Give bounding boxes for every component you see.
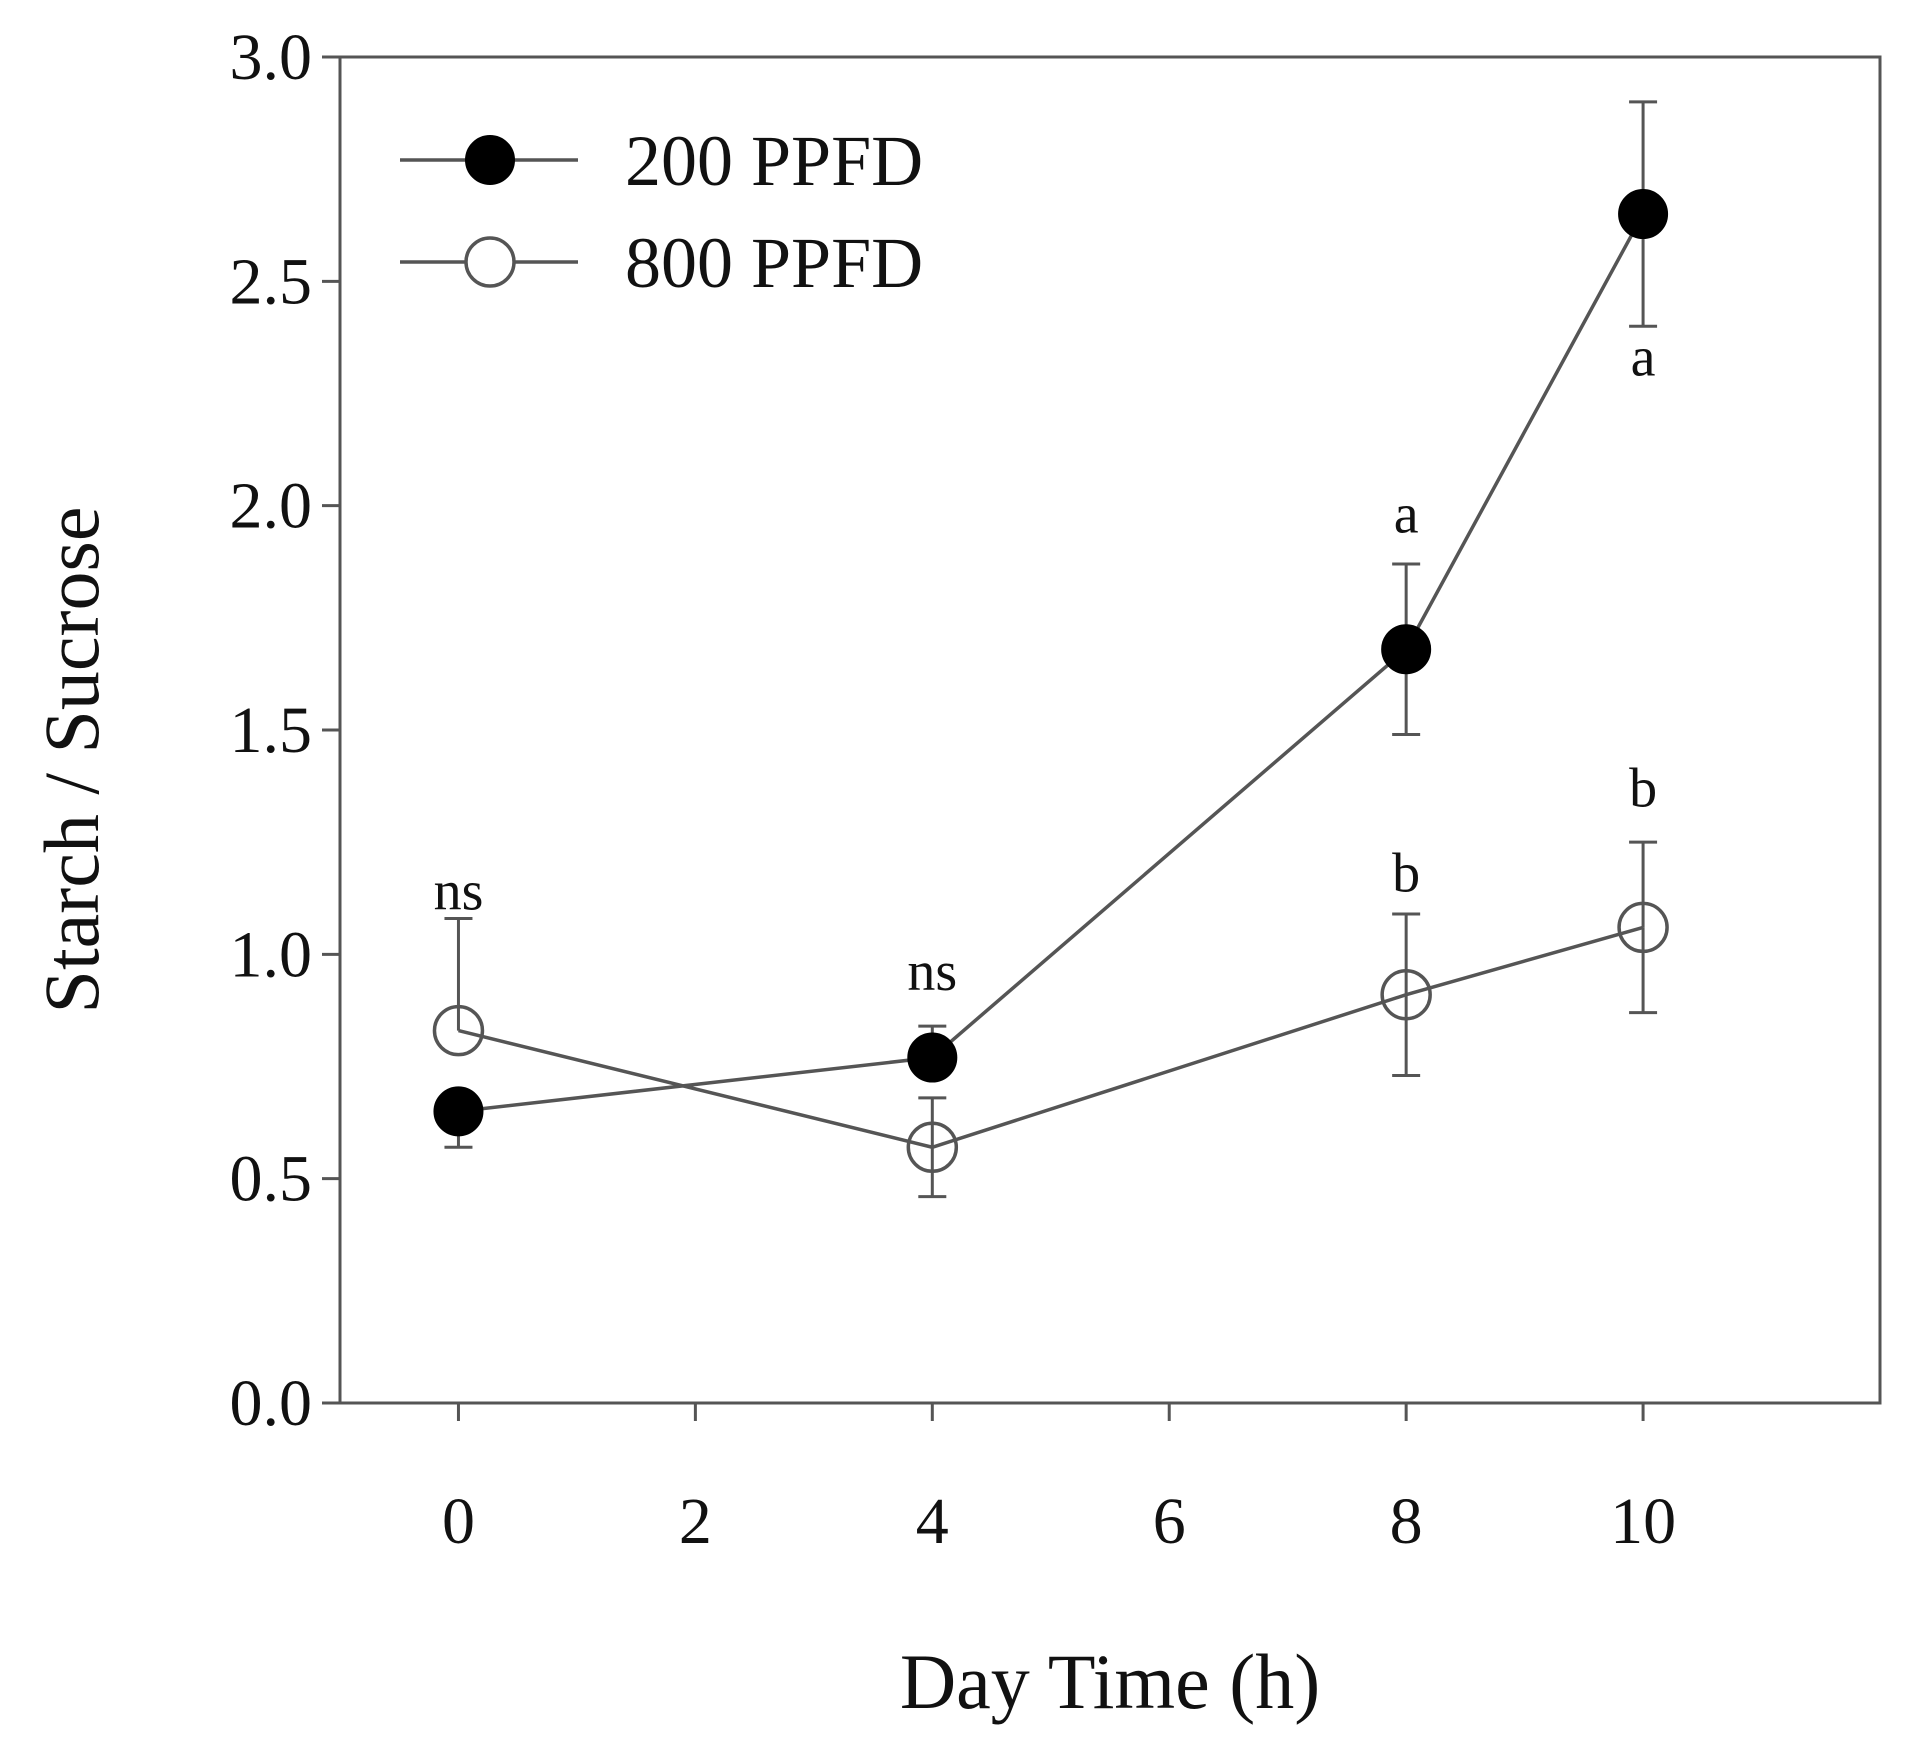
- legend-item: 800 PPFD: [400, 223, 923, 303]
- data-point: [432, 1004, 485, 1057]
- data-point: [1380, 968, 1432, 1021]
- x-tick-label: 0: [442, 1485, 475, 1558]
- significance-label: ns: [907, 941, 957, 1003]
- series-line: [458, 925, 1644, 1150]
- y-tick-label: 1.5: [230, 694, 313, 767]
- significance-label: a: [1394, 484, 1419, 546]
- significance-label: b: [1629, 757, 1657, 819]
- legend-label: 200 PPFD: [625, 121, 923, 201]
- series-200-ppfd: [433, 100, 1669, 1149]
- plot-frame: [338, 55, 1882, 1405]
- significance-label: a: [1631, 327, 1656, 389]
- series-layer: [432, 100, 1669, 1199]
- x-tick-label: 8: [1390, 1485, 1423, 1558]
- y-tick-label: 0.0: [230, 1367, 313, 1440]
- series-800-ppfd: [432, 840, 1669, 1199]
- significance-label: b: [1392, 843, 1420, 905]
- y-tick-label: 3.0: [230, 21, 313, 94]
- legend-label: 800 PPFD: [625, 223, 923, 303]
- data-point: [1381, 624, 1432, 675]
- legend-item: 200 PPFD: [400, 121, 923, 201]
- y-axis-ticks: 0.0 0.5 1.0 1.5 2.0 2.5 3.0: [230, 21, 340, 1440]
- legend-marker: [465, 135, 515, 185]
- data-point: [906, 1121, 959, 1174]
- y-tick-label: 1.0: [230, 918, 313, 991]
- x-tick-label: 4: [916, 1485, 949, 1558]
- y-tick-label: 2.5: [230, 245, 313, 318]
- x-tick-label: 10: [1610, 1485, 1676, 1558]
- data-point: [433, 1086, 484, 1137]
- y-axis-title: Starch / Sucrose: [28, 507, 115, 1014]
- legend-marker: [464, 236, 516, 288]
- data-point: [907, 1032, 958, 1083]
- x-axis-title: Day Time (h): [900, 1638, 1320, 1725]
- annotations: ns ns a b a b: [434, 327, 1658, 1004]
- legend: 200 PPFD 800 PPFD: [400, 121, 923, 303]
- y-tick-label: 0.5: [230, 1143, 313, 1216]
- axes: [338, 55, 1882, 1405]
- y-tick-label: 2.0: [230, 470, 313, 543]
- x-tick-label: 2: [679, 1485, 712, 1558]
- significance-label: ns: [434, 860, 484, 922]
- x-tick-label: 6: [1153, 1485, 1186, 1558]
- x-axis-ticks: 0 2 4 6 8 10: [442, 1403, 1676, 1558]
- data-point: [1617, 901, 1669, 954]
- series-line: [458, 213, 1645, 1114]
- data-point: [1618, 189, 1669, 240]
